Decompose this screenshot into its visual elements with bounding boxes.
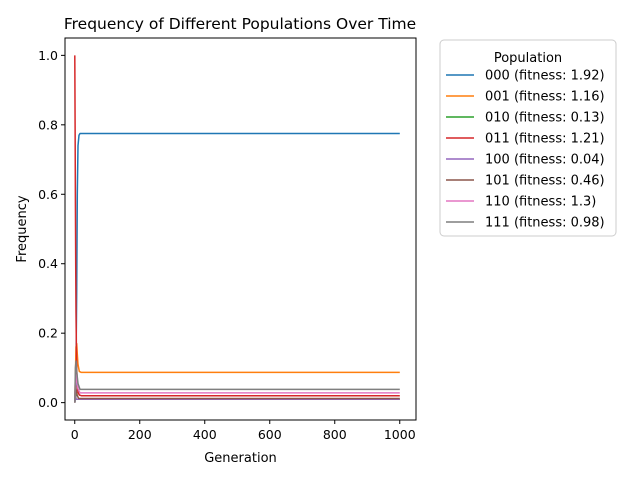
legend: Population 000 (fitness: 1.92) 001 (fitne… [439,39,617,237]
series-layer [74,55,400,403]
series-line-7 [74,360,400,403]
legend-title: Population [494,51,562,66]
series-line-3 [74,55,400,397]
x-tick-label: 0 [71,427,79,442]
x-tick-label: 200 [128,427,152,442]
y-tick-label: 0.4 [38,256,58,271]
y-tick-label: 1.0 [38,48,58,63]
legend-label: 000 (fitness: 1.92) [485,69,605,84]
y-tick-label: 0.8 [38,117,58,132]
x-tick-label: 1000 [384,427,416,442]
y-tick-label: 0.0 [38,395,58,410]
legend-box [439,39,617,237]
x-tick-label: 400 [193,427,217,442]
legend-label: 001 (fitness: 1.16) [485,90,605,105]
plot-frame [64,37,417,421]
y-tick-label: 0.2 [38,326,58,341]
legend-label: 101 (fitness: 0.46) [485,174,605,189]
y-axis-title: Frequency [15,195,30,262]
legend-label: 010 (fitness: 0.13) [485,111,605,126]
legend-label: 111 (fitness: 0.98) [485,216,605,231]
x-axis-title: Generation [204,451,277,466]
y-axis: 0.0 0.2 0.4 0.6 0.8 1.0 [38,48,65,410]
legend-label: 110 (fitness: 1.3) [485,195,596,210]
legend-items: 000 (fitness: 1.92) 001 (fitness: 1.16) 01… [446,69,605,231]
legend-label: 100 (fitness: 0.04) [485,153,605,168]
chart-title: Frequency of Different Populations Over … [64,15,416,33]
x-tick-label: 800 [323,427,347,442]
x-tick-label: 600 [258,427,282,442]
x-axis: 0 200 400 600 800 1000 [71,420,416,442]
y-tick-label: 0.6 [38,187,58,202]
legend-label: 011 (fitness: 1.21) [485,132,605,147]
